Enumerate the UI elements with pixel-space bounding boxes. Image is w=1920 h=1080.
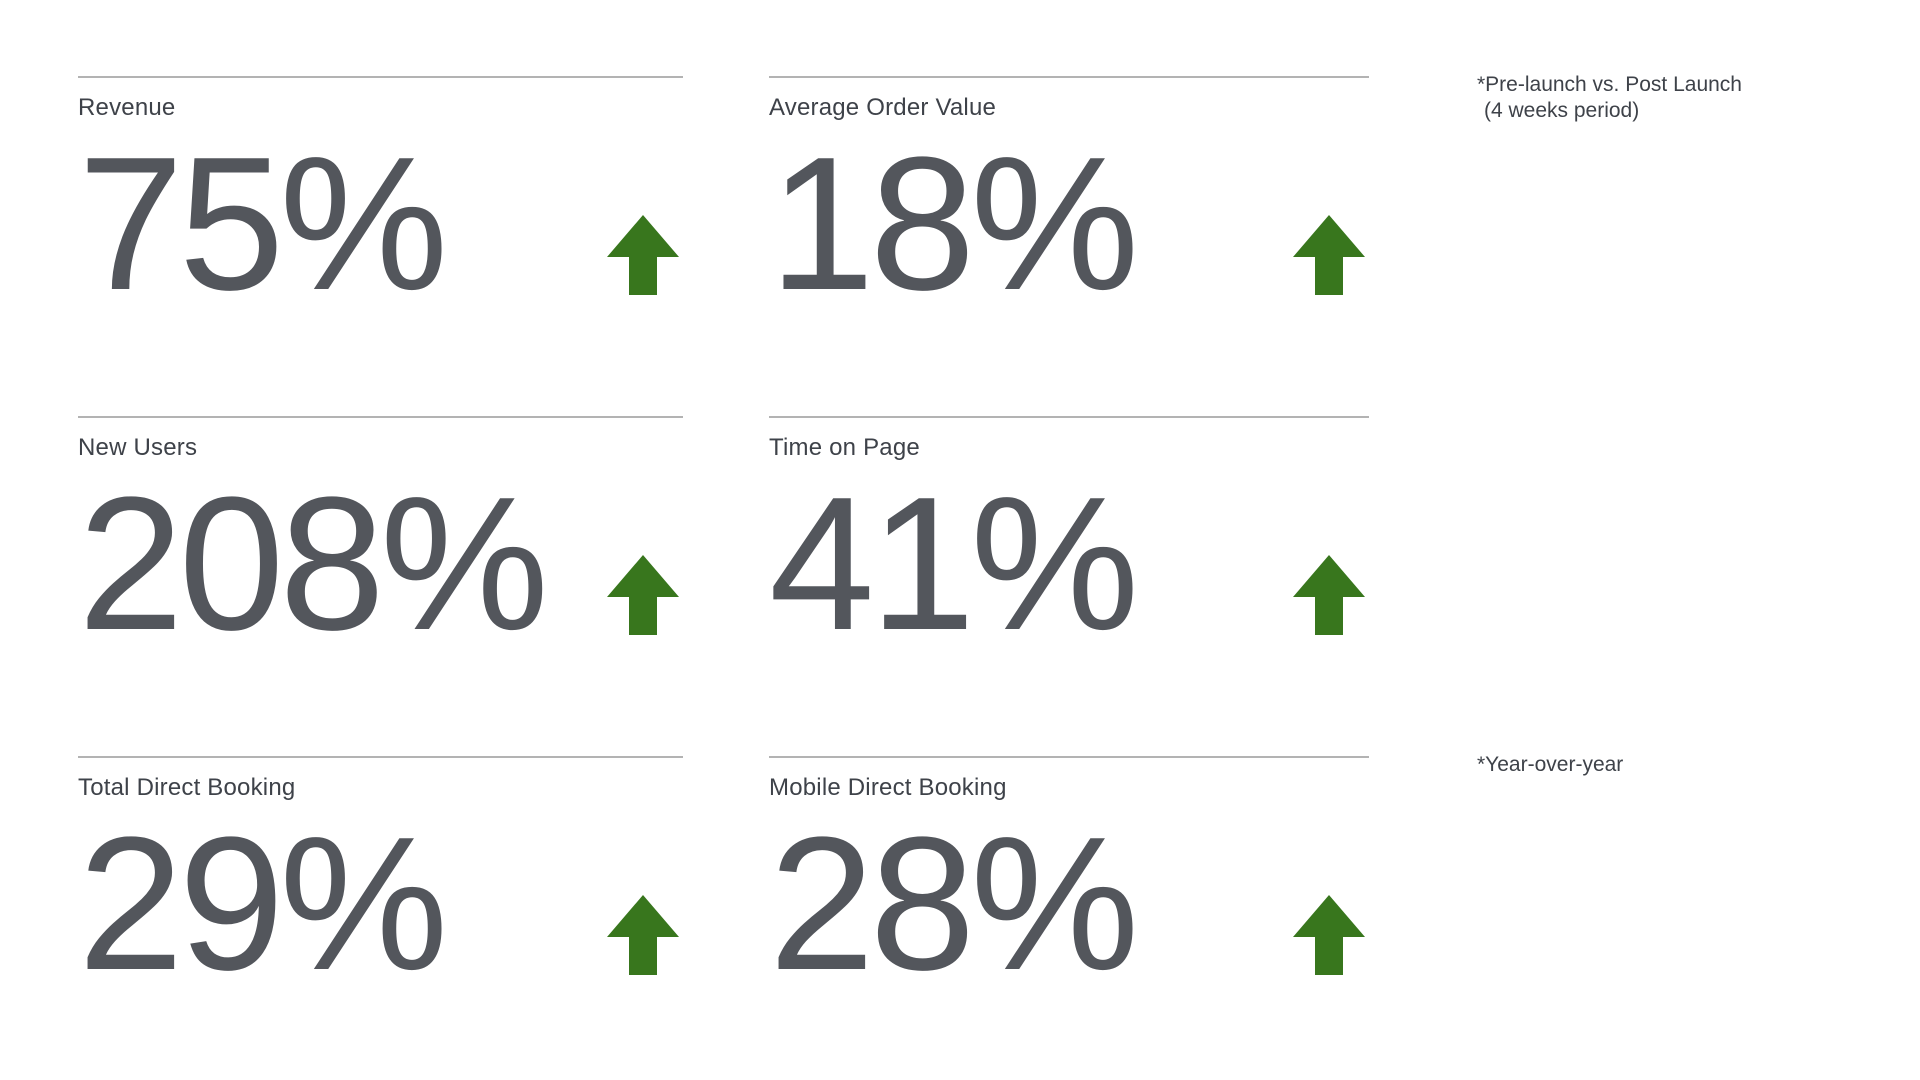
metric-card-mobile-direct-booking: Mobile Direct Booking 28% — [769, 756, 1369, 999]
up-arrow-icon — [1293, 214, 1365, 295]
metric-value-row: 28% — [769, 809, 1369, 999]
metric-value-row: 75% — [78, 129, 683, 319]
metric-value: 208% — [78, 457, 549, 670]
metric-label: Average Order Value — [769, 94, 997, 121]
metric-card-new-users: New Users 208% — [78, 416, 683, 659]
up-arrow-icon — [607, 894, 679, 975]
metric-label: Revenue — [78, 94, 176, 121]
metric-value-row: 18% — [769, 129, 1369, 319]
metric-value-row: 29% — [78, 809, 683, 999]
metric-value-row: 41% — [769, 469, 1369, 659]
metric-card-average-order-value: Average Order Value 18% — [769, 76, 1369, 319]
metric-label: New Users — [78, 434, 198, 461]
metric-card-total-direct-booking: Total Direct Booking 29% — [78, 756, 683, 999]
up-arrow-icon — [607, 214, 679, 295]
metric-card-time-on-page: Time on Page 41% — [769, 416, 1369, 659]
footnote-line-1: *Pre-launch vs. Post Launch — [1477, 73, 1742, 96]
year-over-year-footnote: *Year-over-year — [1477, 753, 1624, 776]
metric-label: Total Direct Booking — [78, 774, 296, 801]
metric-value: 18% — [769, 117, 1139, 330]
up-arrow-icon — [1293, 894, 1365, 975]
metric-label: Time on Page — [769, 434, 920, 461]
metric-value: 75% — [78, 117, 448, 330]
metric-value: 28% — [769, 797, 1139, 1010]
footnote-line-2: (4 weeks period) — [1484, 99, 1640, 123]
up-arrow-icon — [1293, 554, 1365, 635]
metric-value-row: 208% — [78, 469, 683, 659]
metric-value: 41% — [769, 457, 1139, 670]
up-arrow-icon — [607, 554, 679, 635]
pre-launch-footnote: *Pre-launch vs. Post Launch (4 weeks per… — [1477, 72, 1742, 125]
metric-label: Mobile Direct Booking — [769, 774, 1007, 801]
metric-value: 29% — [78, 797, 448, 1010]
metric-card-revenue: Revenue 75% — [78, 76, 683, 319]
